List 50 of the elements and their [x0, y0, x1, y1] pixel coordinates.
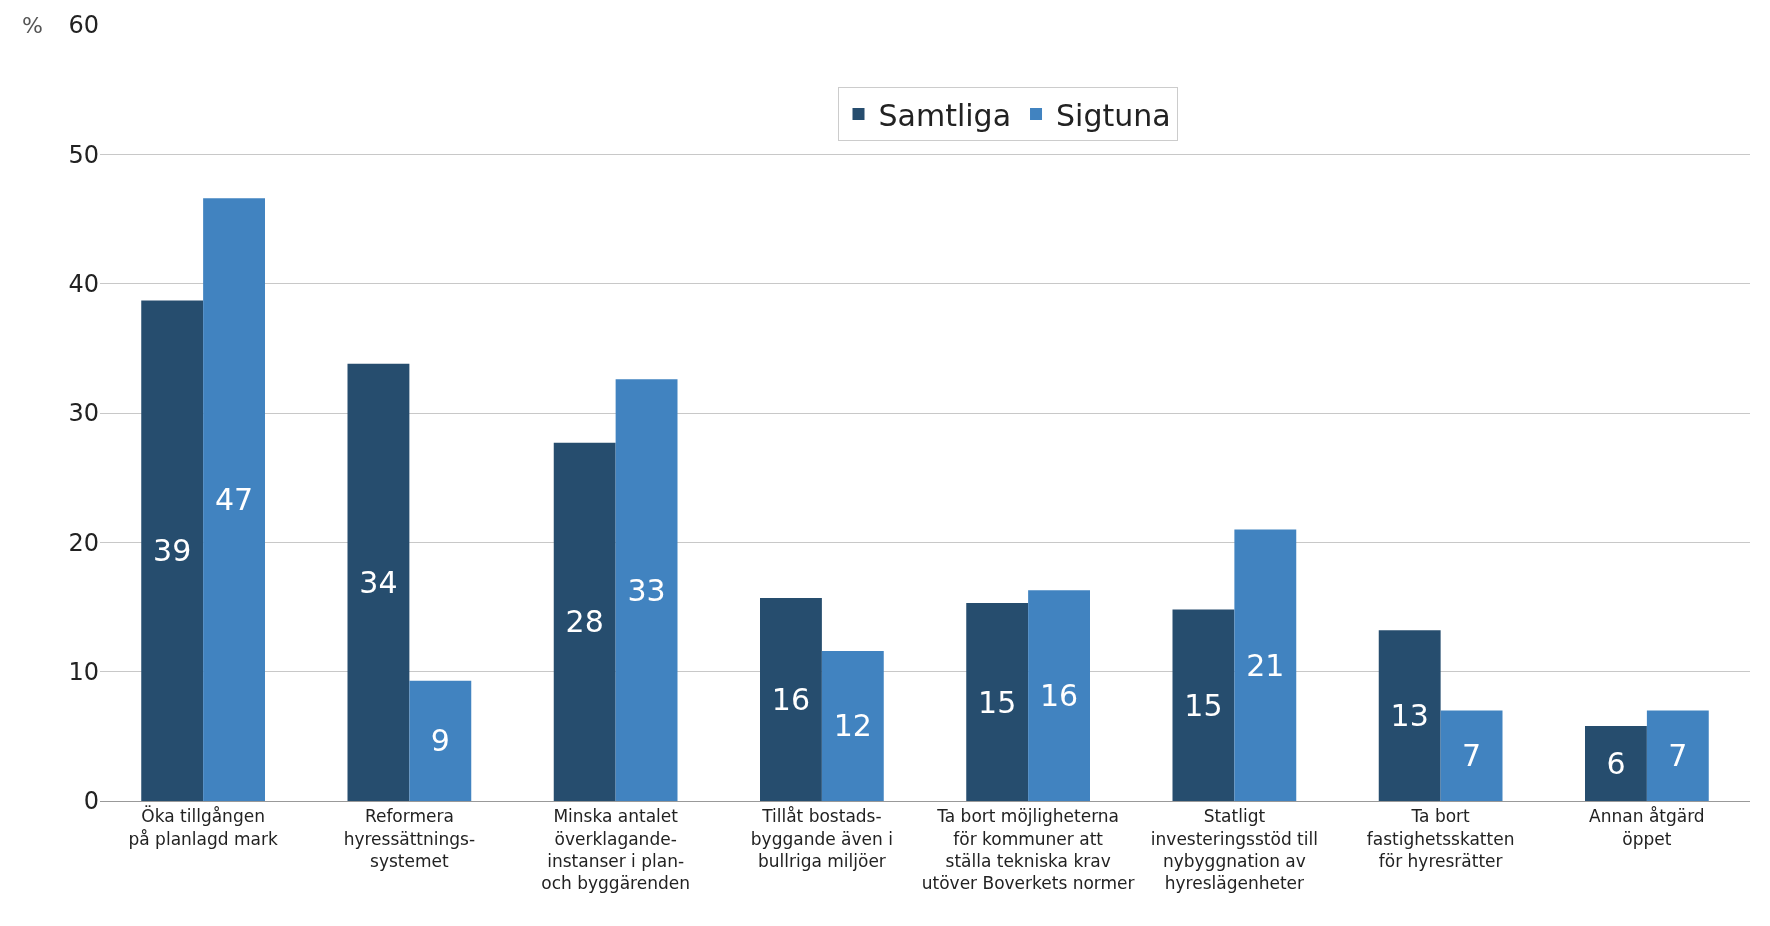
data-label: 13 [1390, 698, 1429, 734]
data-label: 9 [430, 723, 450, 759]
data-label: 16 [1039, 678, 1079, 714]
bar [553, 442, 616, 801]
bar [1646, 710, 1709, 801]
bar [1585, 725, 1647, 801]
bar [1440, 710, 1503, 801]
bar [1172, 609, 1235, 801]
data-label: 34 [359, 564, 398, 600]
data-label: 15 [978, 684, 1017, 720]
legend-label: Sigtuna [1056, 97, 1171, 133]
x-tick-label: Ta bort fastighetsskatten för hyresrätter [1366, 806, 1515, 871]
x-tick-label: Ta bort möjligheterna för kommuner att ställa tekniska krav utöver Boverkets normer [921, 806, 1135, 893]
y-tick-label: 50 [68, 140, 99, 169]
bar [203, 198, 265, 801]
x-tick-label: Statligt investeringsstöd till nybyggnation av hyreslägenheter [1150, 806, 1318, 893]
x-tick-label: Tillåt bostads- byggande även i bullriga miljöer [750, 806, 893, 871]
data-label: 7 [1462, 738, 1482, 774]
bar [141, 300, 204, 801]
bar [347, 363, 410, 801]
bar [1378, 630, 1441, 801]
x-tick-label: Minska antalet överklagande- instanser i plan- och byggärenden [541, 806, 690, 893]
data-label: 7 [1668, 738, 1688, 774]
data-label: 12 [833, 708, 872, 744]
bar [1234, 529, 1297, 801]
legend-label: Samtliga [878, 97, 1012, 133]
bar [409, 680, 472, 801]
bar [615, 379, 678, 801]
x-tick-label: Öka tillgången på planlagd mark [128, 805, 278, 849]
y-axis-title: % [22, 13, 43, 38]
data-label: 28 [565, 604, 604, 640]
data-label: 6 [1606, 745, 1626, 781]
y-tick-label: 30 [68, 399, 99, 428]
data-label: 39 [153, 533, 192, 569]
bar [760, 597, 822, 801]
y-tick-label: 10 [68, 658, 99, 687]
y-tick-label: 20 [68, 528, 99, 557]
data-label: 21 [1246, 647, 1285, 683]
data-label: 47 [214, 482, 254, 518]
data-label: 15 [1184, 687, 1223, 723]
bar [1028, 590, 1090, 801]
data-label: 16 [771, 681, 811, 717]
data-label: 33 [627, 572, 666, 608]
y-tick-label: 60 [68, 11, 99, 40]
y-tick-label: 0 [83, 787, 99, 816]
x-tick-label: Reformera hyressättnings- systemet [343, 806, 476, 871]
bar [821, 650, 884, 801]
bar [966, 603, 1029, 801]
x-tick-label: Annan åtgärd öppet [1589, 806, 1705, 849]
y-tick-label: 40 [68, 270, 99, 299]
